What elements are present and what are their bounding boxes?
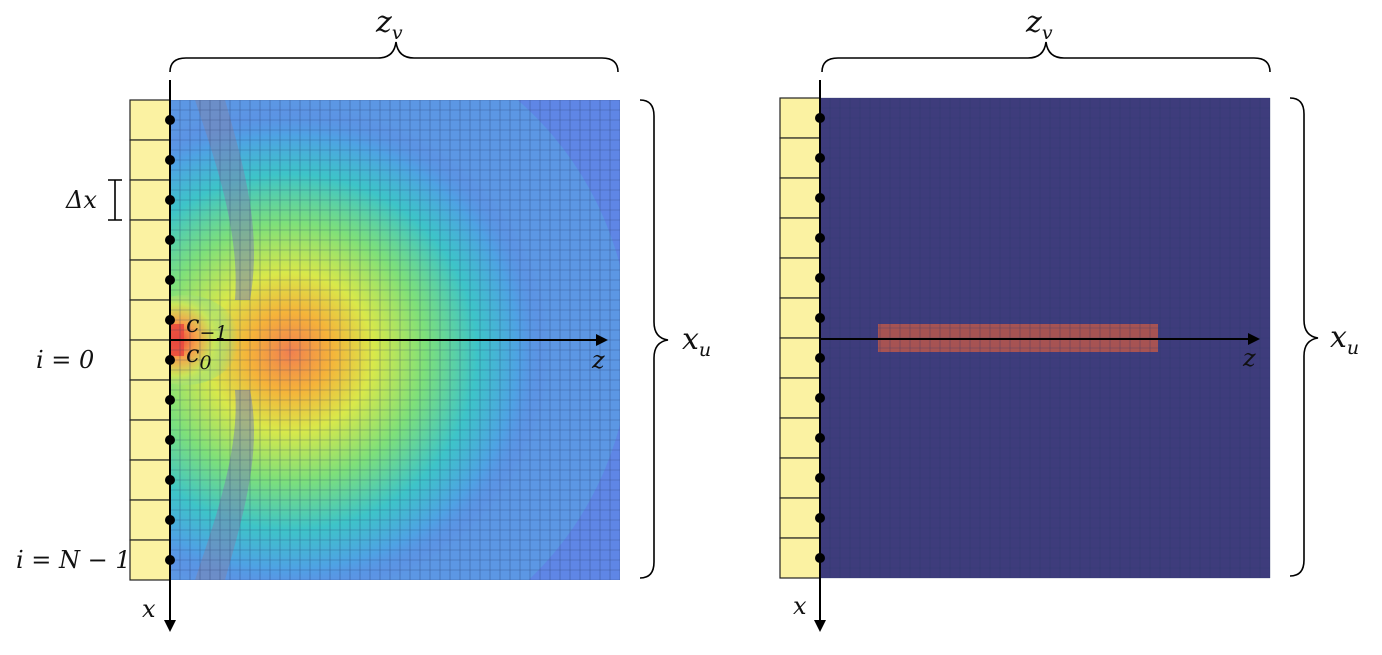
element-c-minus-1-label: c−1 (186, 310, 227, 344)
right-array-element (779, 497, 821, 539)
right-panel: z x zv xu (779, 5, 1359, 632)
right-right-brace-label: xu (1330, 320, 1359, 359)
right-array-element (779, 457, 821, 499)
right-top-brace-label: zv (1025, 5, 1053, 44)
left-array-element (129, 99, 171, 141)
left-array-element (129, 179, 171, 221)
left-array-element (129, 459, 171, 501)
right-array-element (779, 417, 821, 459)
right-top-brace (821, 41, 1271, 73)
right-x-axis-label: x (793, 592, 807, 620)
delta-x-label: Δx (65, 186, 97, 214)
right-array-element (779, 377, 821, 419)
left-panel: z x zv xu Δx i = 0 i = N − 1 c−1 c0 (16, 5, 711, 632)
right-array-element (779, 217, 821, 259)
right-array-element (779, 177, 821, 219)
left-z-axis-label: z (591, 346, 605, 374)
left-x-axis-label: x (142, 595, 156, 623)
right-array-element (779, 337, 821, 379)
right-transducer-array (779, 97, 821, 579)
right-array-element (779, 537, 821, 579)
left-array-element (129, 499, 171, 541)
left-array-element (129, 259, 171, 301)
delta-x-bracket (108, 179, 122, 221)
left-array-element (129, 299, 171, 341)
left-array-element (129, 219, 171, 261)
index-zero-label: i = 0 (36, 346, 94, 374)
right-right-brace (1289, 97, 1319, 577)
element-c0-label: c0 (186, 340, 212, 374)
left-right-brace-label: xu (682, 322, 711, 361)
left-top-brace-label: zv (375, 5, 403, 44)
left-top-brace (169, 41, 619, 73)
right-array-element (779, 297, 821, 339)
left-right-brace (639, 99, 669, 579)
left-array-element (129, 539, 171, 581)
left-array-element (129, 339, 171, 381)
left-array-element (129, 139, 171, 181)
right-array-element (779, 97, 821, 139)
index-last-label: i = N − 1 (16, 546, 131, 574)
left-array-element (129, 379, 171, 421)
right-array-element (779, 137, 821, 179)
right-z-axis-label: z (1242, 344, 1256, 372)
left-array-element (129, 419, 171, 461)
right-array-element (779, 257, 821, 299)
left-transducer-array (129, 99, 171, 581)
